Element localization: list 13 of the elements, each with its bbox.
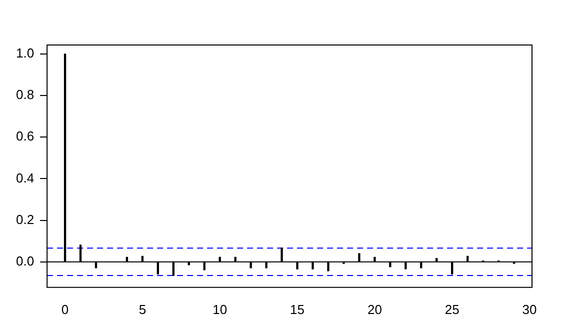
x-tick-label: 5 bbox=[138, 302, 146, 317]
y-tick-label: 0.2 bbox=[16, 212, 34, 227]
x-tick-label: 10 bbox=[212, 302, 228, 317]
x-tick-label: 30 bbox=[522, 302, 537, 317]
x-tick-label: 0 bbox=[61, 302, 69, 317]
y-tick-label: 0.0 bbox=[16, 253, 34, 268]
x-tick-label: 25 bbox=[444, 302, 460, 317]
x-tick-label: 20 bbox=[367, 302, 382, 317]
x-tick-label: 15 bbox=[290, 302, 305, 317]
y-tick-label: 0.4 bbox=[16, 170, 34, 186]
y-tick-label: 1.0 bbox=[16, 46, 34, 61]
y-tick-label: 0.6 bbox=[16, 128, 34, 144]
y-tick-label: 0.8 bbox=[16, 87, 34, 102]
